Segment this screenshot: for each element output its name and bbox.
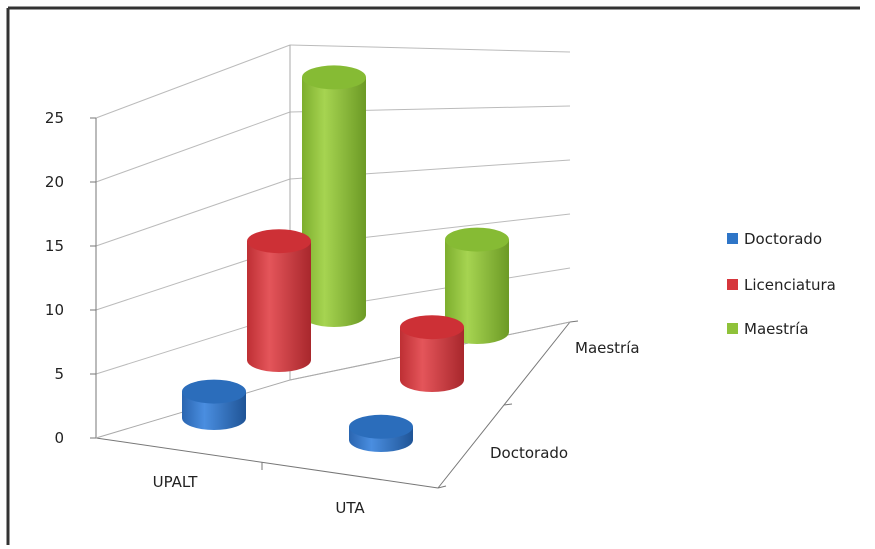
bar-doctorado-upalt bbox=[182, 379, 246, 430]
y-tick-label: 0 bbox=[54, 429, 64, 447]
bar-body bbox=[445, 239, 509, 344]
bar-maestria-uta bbox=[445, 227, 509, 344]
gridline bbox=[95, 178, 291, 247]
bar-top bbox=[247, 229, 311, 254]
x-tick-label: UTA bbox=[335, 499, 365, 517]
bar-licenciatura-uta bbox=[400, 315, 464, 392]
y-tick-label: 15 bbox=[45, 237, 64, 255]
bar-maestria-upalt bbox=[302, 65, 366, 328]
x-tick-label: UPALT bbox=[153, 473, 199, 491]
bar-doctorado-uta bbox=[349, 414, 413, 452]
depth-tick-label: Maestría bbox=[575, 339, 640, 357]
legend-swatch bbox=[727, 323, 738, 334]
y-tick-label: 25 bbox=[45, 109, 64, 127]
depth-tick bbox=[569, 320, 579, 323]
depth-tick bbox=[437, 485, 447, 489]
floor-front-edge bbox=[95, 437, 439, 489]
bars bbox=[182, 65, 509, 452]
bar-top bbox=[445, 227, 509, 252]
bar-top bbox=[182, 379, 246, 404]
y-tick-label: 20 bbox=[45, 173, 64, 191]
y-tick-label: 5 bbox=[54, 365, 64, 383]
depth-tick bbox=[503, 403, 513, 406]
bar-top bbox=[302, 65, 366, 90]
legend-label: Doctorado bbox=[744, 230, 822, 248]
gridline bbox=[289, 44, 571, 53]
gridline bbox=[95, 111, 291, 183]
bar-top bbox=[400, 315, 464, 340]
y-tick-labels: 0 5 10 15 20 25 bbox=[45, 109, 64, 447]
legend-swatch bbox=[727, 233, 738, 244]
bar-body bbox=[400, 327, 464, 392]
depth-tick-label: Doctorado bbox=[490, 444, 568, 462]
legend-swatch bbox=[727, 279, 738, 290]
bar-top bbox=[349, 414, 413, 439]
legend-label: Maestría bbox=[744, 320, 809, 338]
bar-licenciatura-upalt bbox=[247, 229, 311, 372]
bar-body bbox=[302, 77, 366, 328]
legend: Doctorado Licenciatura Maestría bbox=[727, 230, 836, 338]
y-tick-label: 10 bbox=[45, 301, 64, 319]
bar-body bbox=[247, 241, 311, 372]
gridline bbox=[95, 44, 291, 119]
legend-label: Licenciatura bbox=[744, 276, 836, 294]
